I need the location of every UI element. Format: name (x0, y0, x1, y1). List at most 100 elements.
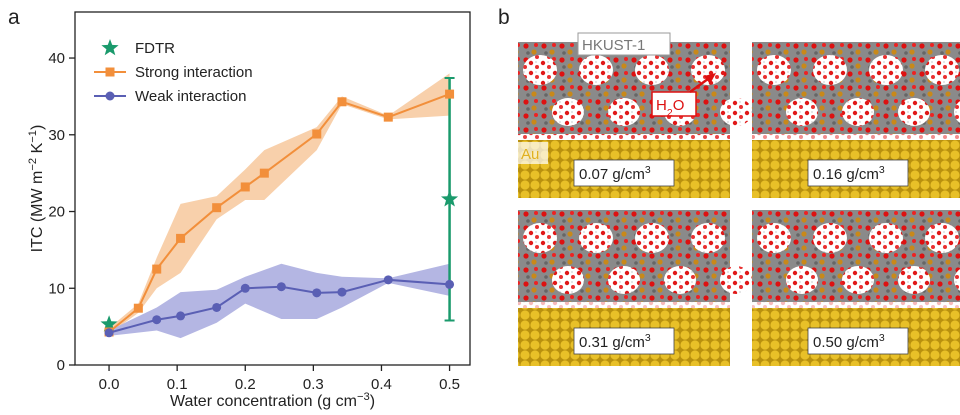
density-label-part: 0.31 g/cm (579, 334, 645, 351)
data-point (383, 275, 393, 285)
data-point (383, 112, 393, 122)
x-tick-label: 0.0 (99, 376, 120, 393)
y-axis-title-part: −1 (27, 130, 39, 143)
y-axis-title: ITC (MW m−2 K−1) (27, 125, 46, 253)
y-axis-title-part: ) (29, 125, 46, 130)
data-point (445, 279, 455, 289)
pore-water (786, 98, 818, 126)
x-tick-label: 0.3 (303, 376, 324, 393)
snapshot: 0.16 g/cm3 (752, 42, 960, 198)
water-label: H2O (656, 97, 684, 119)
y-tick-label: 10 (48, 280, 65, 297)
density-label-part: 0.50 g/cm (813, 334, 879, 351)
density-label: 0.50 g/cm3 (813, 332, 885, 351)
pore-water (691, 55, 725, 85)
error-band (109, 263, 450, 339)
x-tick-label: 0.1 (167, 376, 188, 393)
pore-water (523, 55, 557, 85)
legend-marker (105, 67, 115, 77)
x-tick-label: 0.2 (235, 376, 256, 393)
snapshot: 0.07 g/cm3 (518, 42, 752, 198)
legend-label: FDTR (135, 40, 175, 57)
legend-label: Weak interaction (135, 88, 246, 105)
data-point (240, 182, 250, 192)
water-label-part: O (673, 97, 685, 114)
data-point (133, 303, 143, 313)
pore-water (813, 55, 847, 85)
label-box (577, 32, 671, 56)
pore-water (691, 223, 725, 253)
pore-water (842, 98, 874, 126)
label-box (651, 91, 697, 117)
pore-water (579, 55, 613, 85)
y-tick-label: 30 (48, 127, 65, 144)
pore-water (842, 266, 874, 294)
data-point (104, 328, 114, 338)
data-point (445, 89, 455, 99)
interface-gap (518, 302, 730, 308)
label-box (518, 142, 548, 164)
pore-water (898, 98, 930, 126)
density-label-part: 3 (879, 332, 885, 344)
pore-water (757, 223, 791, 253)
pore-water (552, 98, 584, 126)
data-point (152, 264, 162, 274)
y-axis-title-part: ITC (MW m (29, 171, 46, 253)
water-label-part: H (656, 97, 667, 114)
legend-marker (101, 39, 119, 56)
pore-water (954, 101, 960, 123)
pore-water (523, 223, 557, 253)
y-tick-label: 40 (48, 50, 65, 67)
data-point (259, 168, 269, 178)
legend-marker (105, 91, 115, 101)
x-axis-title-part: Water concentration (g cm (170, 393, 357, 410)
pore-water (552, 266, 584, 294)
pore-water (720, 98, 752, 126)
density-label-part: 3 (645, 332, 651, 344)
density-label: 0.07 g/cm3 (579, 164, 651, 183)
x-axis-title: Water concentration (g cm−3) (170, 391, 375, 410)
x-tick-label: 0.4 (371, 376, 392, 393)
water-label-part: 2 (667, 107, 673, 119)
label-box (573, 159, 675, 187)
pore-water (608, 98, 640, 126)
pore-water (579, 223, 613, 253)
mof-label: HKUST-1 (582, 37, 645, 54)
density-label-part: 0.07 g/cm (579, 166, 645, 183)
data-point (152, 315, 162, 325)
pore-water (813, 223, 847, 253)
y-axis-title-part: −2 (27, 158, 39, 171)
data-point (441, 190, 459, 207)
x-axis-title-part: −3 (357, 391, 370, 403)
interface-gap (752, 134, 960, 140)
data-point (337, 97, 347, 107)
data-point (176, 233, 186, 243)
label-box (807, 159, 909, 187)
snapshot: 0.50 g/cm3 (752, 210, 960, 366)
pore-water (925, 55, 959, 85)
data-point (312, 129, 322, 139)
density-label: 0.31 g/cm3 (579, 332, 651, 351)
interface-gap (518, 134, 730, 140)
x-axis-title-part: ) (370, 393, 375, 410)
pore-water (954, 269, 960, 291)
substrate-label: Au (521, 146, 539, 163)
chart: 0 10 20 30 40 0.0 0.1 0.2 0.3 0.4 0.5 Water concent… (27, 11, 471, 410)
pore-water (925, 223, 959, 253)
data-point (212, 203, 222, 213)
data-point (337, 287, 347, 297)
density-label-part: 0.16 g/cm (813, 166, 879, 183)
label-box (807, 327, 909, 355)
label-box (573, 327, 675, 355)
pore-water (635, 55, 669, 85)
interface-gap (752, 302, 960, 308)
pore-water (664, 266, 696, 294)
panel-label: a (8, 6, 20, 29)
pore-water (786, 266, 818, 294)
error-band (109, 73, 450, 335)
pore-water (635, 223, 669, 253)
data-point (212, 302, 222, 312)
data-point (100, 315, 118, 332)
